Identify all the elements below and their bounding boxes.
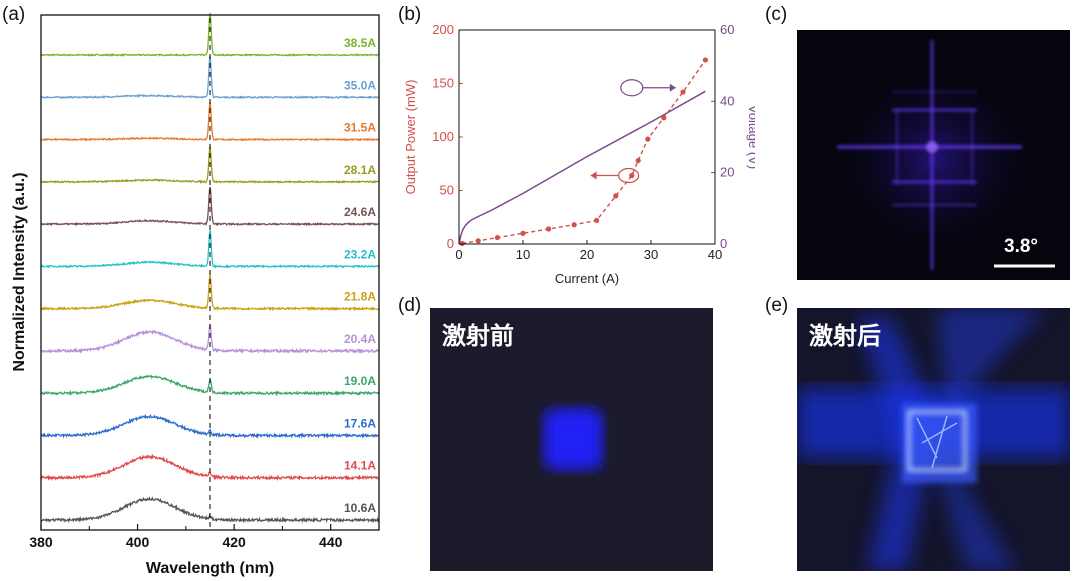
spectrum-line bbox=[40, 230, 380, 269]
series-label: 19.0A bbox=[344, 374, 376, 388]
series-label: 38.5A bbox=[344, 36, 376, 50]
x-tick-label-b: 0 bbox=[455, 247, 462, 262]
voltage-curve-marker bbox=[620, 79, 644, 97]
series-label: 10.6A bbox=[344, 501, 376, 515]
y-axis-label-b: Output Power (mW) bbox=[403, 80, 418, 195]
near-field-before-image: 激射前 bbox=[430, 308, 713, 571]
power-point bbox=[629, 172, 635, 179]
power-point bbox=[459, 240, 465, 247]
spectrum-line bbox=[40, 186, 380, 227]
power-line bbox=[462, 59, 706, 245]
x-tick-label-a: 420 bbox=[222, 534, 246, 550]
series-label: 28.1A bbox=[344, 163, 376, 177]
y-tick-label-b: 200 bbox=[432, 22, 454, 37]
voltage-line bbox=[458, 90, 706, 245]
plot-frame-b bbox=[458, 29, 716, 245]
x-tick-label-b: 40 bbox=[708, 247, 722, 262]
far-field-image: 3.8° bbox=[797, 30, 1070, 280]
power-point bbox=[546, 226, 552, 232]
y2-tick-label-b: 60 bbox=[720, 22, 734, 37]
power-point bbox=[494, 234, 500, 241]
y-tick-label-b: 50 bbox=[440, 183, 454, 198]
power-point bbox=[661, 115, 667, 121]
series-label: 21.8A bbox=[344, 290, 376, 304]
x-axis-label-b: Current (A) bbox=[555, 271, 619, 286]
before-lasing-label: 激射前 bbox=[442, 322, 514, 350]
panel-label-a: (a) bbox=[2, 4, 26, 25]
y-tick-label-b: 100 bbox=[432, 129, 454, 144]
y-tick-label-b: 150 bbox=[432, 76, 454, 91]
power-point bbox=[613, 193, 619, 199]
power-point bbox=[594, 217, 600, 224]
voltage-axis-arrowhead bbox=[669, 83, 676, 92]
series-label: 24.6A bbox=[344, 205, 376, 219]
y2-tick-label-b: 20 bbox=[720, 165, 734, 180]
power-point bbox=[680, 89, 686, 95]
panel-label-b: (b) bbox=[398, 4, 422, 25]
x-tick-label-a: 400 bbox=[126, 534, 150, 550]
power-curve-marker bbox=[618, 167, 640, 184]
y2-tick-label-b: 40 bbox=[720, 93, 734, 108]
panel-label-d: (d) bbox=[398, 295, 422, 316]
spectrum-line bbox=[40, 323, 380, 355]
plot-frame-a bbox=[40, 14, 380, 531]
series-label: 17.6A bbox=[344, 416, 376, 430]
spectrum-line bbox=[40, 413, 379, 439]
spectrum-line bbox=[40, 273, 380, 312]
series-label: 35.0A bbox=[344, 78, 376, 92]
power-point bbox=[571, 222, 577, 228]
x-tick-label-b: 20 bbox=[580, 247, 594, 262]
series-label: 14.1A bbox=[344, 459, 376, 473]
y2-axis-label-b: Voltage (V) bbox=[746, 105, 755, 169]
panel-label-c: (c) bbox=[765, 4, 788, 25]
after-lasing-label: 激射后 bbox=[809, 322, 881, 350]
panel-label-e: (e) bbox=[765, 295, 789, 316]
x-tick-label-b: 10 bbox=[516, 247, 530, 262]
power-axis-arrowhead bbox=[590, 171, 597, 180]
x-tick-label-b: 30 bbox=[644, 247, 658, 262]
series-label: 20.4A bbox=[344, 332, 376, 346]
series-label: 31.5A bbox=[344, 121, 376, 135]
spectra-chart: 38.5A 35.0A 31.5A 28.1A 24.6A 23.2A 21.8A 20.4A… bbox=[11, 12, 380, 577]
near-field-after-image: 激射后 bbox=[797, 308, 1070, 571]
series-label: 23.2A bbox=[344, 247, 376, 261]
spectrum-line bbox=[40, 12, 380, 58]
power-point bbox=[645, 136, 651, 142]
y2-tick-label-b: 0 bbox=[720, 236, 727, 251]
y-axis-label-a: Normalized Intensity (a.u.) bbox=[11, 172, 28, 371]
power-point bbox=[702, 57, 708, 63]
power-point bbox=[520, 230, 526, 236]
y-tick-label-b: 0 bbox=[447, 236, 454, 251]
x-axis-label-a: Wavelength (nm) bbox=[146, 560, 274, 577]
power-point bbox=[635, 157, 641, 164]
power-point bbox=[475, 238, 481, 244]
x-tick-label-a: 440 bbox=[319, 534, 343, 550]
x-tick-label-a: 380 bbox=[29, 534, 53, 550]
scale-label: 3.8° bbox=[1004, 236, 1039, 257]
